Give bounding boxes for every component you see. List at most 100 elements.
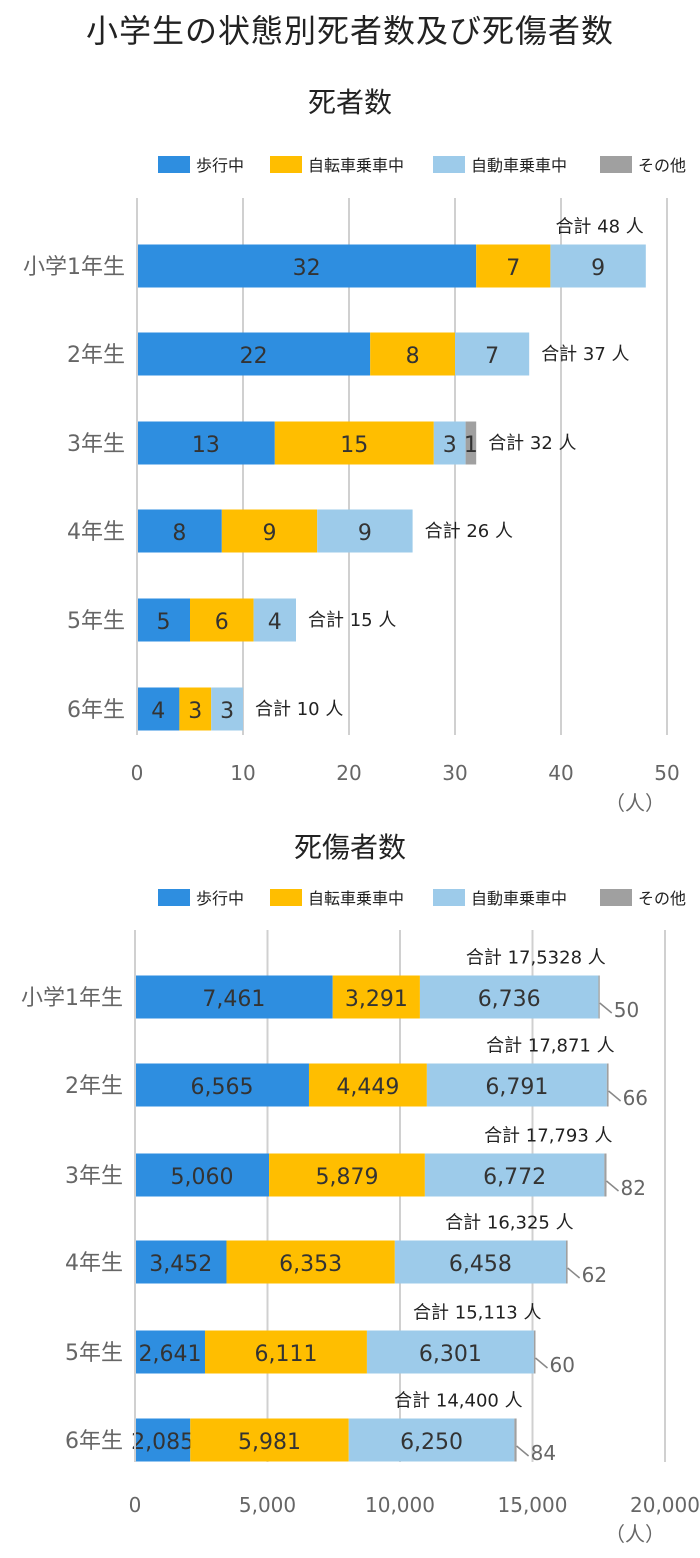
- chart2-value-label-2-2: 6,772: [483, 1165, 546, 1190]
- chart2-value-label-1-1: 4,449: [336, 1075, 399, 1100]
- chart1-value-label-2-0: 13: [192, 433, 220, 458]
- chart2-bar-5-0: [135, 1418, 191, 1462]
- chart2-bar-5-3: [514, 1418, 517, 1462]
- chart1-legend-label-0: 歩行中: [196, 156, 244, 175]
- chart2-value-label-0-0: 7,461: [202, 987, 265, 1012]
- chart1-bar-5-1: [179, 687, 212, 731]
- chart1-value-label-4-0: 5: [157, 610, 171, 635]
- chart1-category-label-3: 4年生: [67, 520, 125, 545]
- chart2-bar-5-2: [348, 1418, 515, 1462]
- chart1-unit-label: （人）: [605, 791, 665, 815]
- chart1-value-label-2-2: 3: [443, 433, 457, 458]
- chart2-value-label-5-1: 5,981: [238, 1430, 301, 1455]
- chart2-value-label-3-2: 6,458: [449, 1252, 512, 1277]
- chart2-unit-label: （人）: [605, 1522, 665, 1546]
- chart2-bar-4-0: [135, 1330, 205, 1374]
- chart1-xtick-label-5: 50: [654, 761, 679, 785]
- chart2-legend-swatch-2: [433, 889, 465, 906]
- chart1-value-label-5-2: 3: [220, 699, 234, 724]
- chart2-category-label-5: 6年生: [65, 1429, 123, 1454]
- chart1-legend-swatch-0: [158, 156, 190, 173]
- chart2-title: 死傷者数: [294, 831, 406, 864]
- chart2-category-label-0: 小学1年生: [21, 986, 123, 1011]
- chart2-value-label-0-1: 3,291: [345, 987, 408, 1012]
- chart1-value-label-3-1: 9: [263, 521, 277, 546]
- chart1-value-label-5-0: 4: [151, 699, 165, 724]
- chart2-category-label-3: 4年生: [65, 1251, 123, 1276]
- chart2-leader-0: [599, 1002, 613, 1014]
- chart1-total-label-1: 合計 37 人: [541, 344, 629, 365]
- chart2-legend-label-0: 歩行中: [196, 889, 244, 908]
- chart2-bar-4-1: [204, 1330, 367, 1374]
- chart1-bar-2-0: [137, 421, 275, 465]
- chart2-legend-label-3: その他: [638, 889, 686, 908]
- chart2-legend-swatch-0: [158, 889, 190, 906]
- chart2-legend-swatch-3: [600, 889, 632, 906]
- chart2-value-label-4-2: 6,301: [419, 1342, 482, 1367]
- chart1-legend-swatch-1: [270, 156, 302, 173]
- chart2-bar-4-3: [533, 1330, 536, 1374]
- chart1-legend-swatch-2: [433, 156, 465, 173]
- chart2-xtick-label-3: 15,000: [498, 1493, 568, 1517]
- chart1-value-label-1-1: 8: [406, 344, 420, 369]
- chart2-legend-label-1: 自転車乗車中: [308, 889, 404, 908]
- chart2-value-label-1-2: 6,791: [485, 1075, 548, 1100]
- chart1-legend-swatch-3: [600, 156, 632, 173]
- chart1-value-label-1-0: 22: [240, 344, 268, 369]
- chart1-total-label-5: 合計 10 人: [255, 699, 343, 720]
- chart2-bar-3-0: [135, 1240, 227, 1284]
- chart1-bar-2-3: [465, 421, 477, 465]
- chart2-bar-3-1: [226, 1240, 395, 1284]
- chart2-total-label-2: 合計 17,793 人: [484, 1126, 612, 1147]
- chart1-xtick-label-3: 30: [442, 761, 467, 785]
- chart2-xtick-label-2: 10,000: [365, 1493, 435, 1517]
- page-title: 小学生の状態別死者数及び死傷者数: [85, 12, 614, 50]
- chart1-bar-0-0: [137, 244, 477, 288]
- chart2-value-label-3-3: 62: [582, 1263, 607, 1287]
- chart2-bar-0-3: [598, 975, 600, 1019]
- chart1-value-label-3-2: 9: [358, 521, 372, 546]
- chart2-xtick-label-0: 0: [129, 1493, 142, 1517]
- chart1-bar-4-2: [253, 598, 296, 642]
- chart2-category-label-4: 5年生: [65, 1341, 123, 1366]
- chart1-value-label-1-2: 7: [485, 344, 499, 369]
- chart1-value-label-4-2: 4: [268, 610, 282, 635]
- chart2-bar-0-2: [419, 975, 599, 1019]
- chart2-xtick-label-4: 20,000: [630, 1493, 700, 1517]
- chart2-bar-4-2: [366, 1330, 534, 1374]
- chart1-value-label-4-1: 6: [215, 610, 229, 635]
- chart2-value-label-5-3: 84: [531, 1441, 556, 1465]
- chart2-value-label-1-3: 66: [623, 1086, 648, 1110]
- chart1-value-label-0-1: 7: [506, 256, 520, 281]
- chart1-bar-2-1: [274, 421, 434, 465]
- chart2-value-label-2-1: 5,879: [315, 1165, 378, 1190]
- chart2-value-label-3-1: 6,353: [279, 1252, 342, 1277]
- chart2-legend-swatch-1: [270, 889, 302, 906]
- chart1-xtick-label-0: 0: [131, 761, 144, 785]
- chart1-value-label-0-2: 9: [591, 256, 605, 281]
- chart2-bar-2-0: [135, 1153, 270, 1197]
- chart1-bar-5-0: [137, 687, 180, 731]
- chart1-xtick-label-1: 10: [230, 761, 255, 785]
- chart2-bar-0-1: [332, 975, 420, 1019]
- chart2-bar-5-1: [190, 1418, 349, 1462]
- chart2-legend-label-2: 自動車乗車中: [471, 889, 567, 908]
- chart2-value-label-4-0: 2,641: [139, 1342, 202, 1367]
- chart1-bar-3-2: [317, 509, 413, 553]
- chart2-total-label-5: 合計 14,400 人: [394, 1391, 522, 1412]
- chart1-category-label-5: 6年生: [67, 698, 125, 723]
- chart1-bar-3-0: [137, 509, 222, 553]
- chart1-total-label-0: 合計 48 人: [555, 217, 643, 238]
- chart2-value-label-0-2: 6,736: [478, 987, 541, 1012]
- chart1-bar-0-1: [476, 244, 551, 288]
- chart1-value-label-0-0: 32: [293, 256, 321, 281]
- chart1-value-label-5-1: 3: [188, 699, 202, 724]
- chart2-bar-3-2: [394, 1240, 566, 1284]
- chart2-value-label-4-1: 6,111: [254, 1342, 317, 1367]
- chart2-bar-3-3: [565, 1240, 568, 1284]
- chart1-bar-4-0: [137, 598, 190, 642]
- chart1-bar-1-0: [137, 332, 371, 376]
- chart1-value-label-2-1: 15: [340, 433, 368, 458]
- chart1-bar-1-1: [370, 332, 455, 376]
